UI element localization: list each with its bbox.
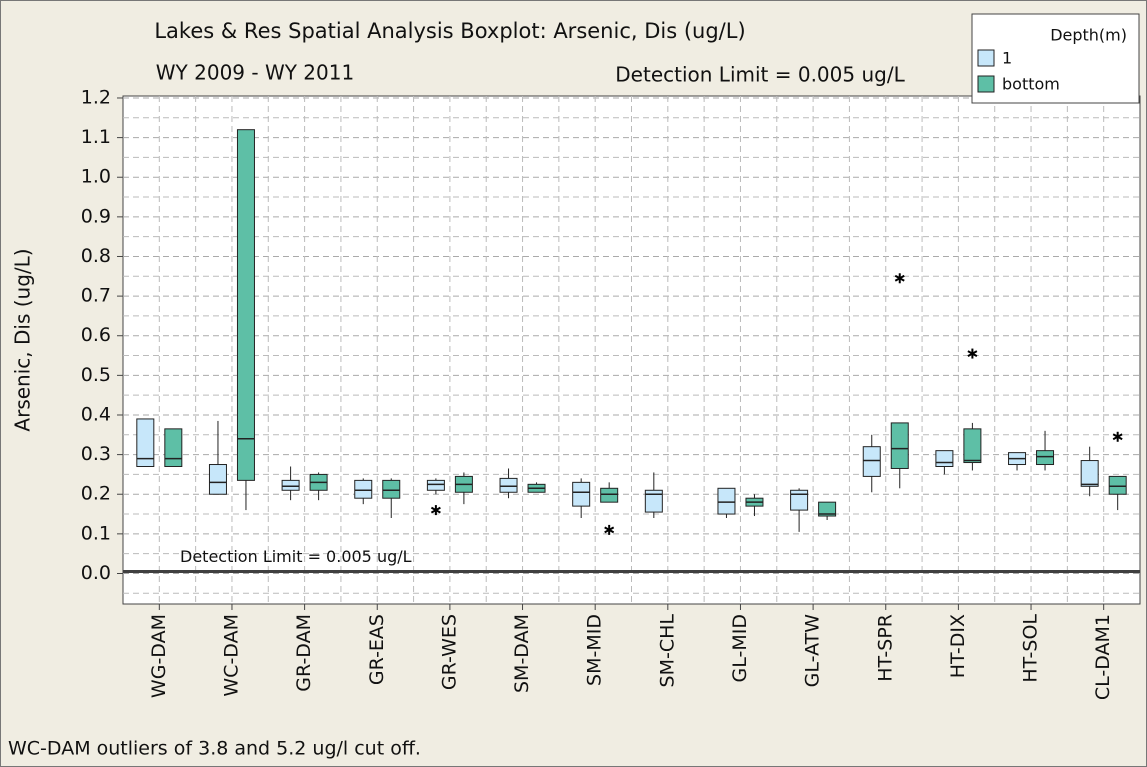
x-tick-label: SM-CHL (656, 614, 678, 688)
legend-label: 1 (1002, 49, 1012, 68)
box (426, 479, 445, 491)
x-tick-label: HT-SOL (1020, 614, 1042, 683)
x-tick-label: WG-DAM (148, 614, 170, 698)
box (890, 422, 909, 469)
box (136, 418, 155, 467)
x-tick-label: WC-DAM (220, 614, 242, 697)
y-tick-label: 1.0 (81, 166, 111, 188)
x-tick-label: GR-WES (438, 614, 460, 690)
x-tick-label: HT-DIX (947, 614, 969, 678)
y-tick-label: 1.2 (81, 86, 111, 108)
box (236, 129, 255, 481)
legend-title: Depth(m) (1050, 26, 1127, 45)
box (717, 487, 736, 515)
y-tick-label: 0.3 (81, 443, 111, 465)
y-axis-label: Arsenic, Dis (ug/L) (11, 248, 35, 431)
outlier-stroke (894, 274, 905, 282)
y-tick-label: 1.1 (81, 126, 111, 148)
legend-box (971, 13, 1140, 104)
outlier (430, 505, 441, 516)
annotation: Detection Limit = 0.005 ug/L (615, 63, 905, 87)
box (818, 501, 837, 517)
box (600, 487, 619, 503)
box (499, 477, 518, 493)
box (572, 481, 591, 507)
legend-swatch (977, 75, 995, 93)
legend-label: bottom (1002, 75, 1060, 94)
y-tick-label: 0.8 (81, 245, 111, 267)
chart-subtitle: WY 2009 - WY 2011 (156, 61, 354, 85)
x-tick-label: SM-DAM (511, 614, 533, 693)
chart-title: Lakes & Res Spatial Analysis Boxplot: Ar… (154, 19, 745, 43)
box (281, 479, 300, 491)
x-tick-label: GL-MID (729, 614, 751, 682)
reference-line-label: Detection Limit = 0.005 ug/L (180, 547, 412, 566)
outlier (1112, 431, 1123, 442)
outlier (604, 524, 615, 535)
x-tick-label: HT-SPR (874, 614, 896, 682)
box (164, 428, 183, 467)
outlier-stroke (1112, 433, 1123, 441)
box (208, 464, 227, 495)
box (354, 479, 373, 499)
outlier-stroke (430, 506, 441, 514)
y-tick-label: 0.2 (81, 483, 111, 505)
box (790, 489, 809, 511)
outlier-stroke (967, 350, 978, 357)
box (935, 450, 954, 467)
x-tick-label: SM-MID (584, 614, 606, 686)
x-tick-label: CL-DAM1 (1092, 614, 1114, 700)
outlier (967, 348, 978, 359)
box (1108, 475, 1127, 495)
y-tick-label: 0.4 (81, 403, 111, 425)
footnote: WC-DAM outliers of 3.8 and 5.2 ug/l cut … (8, 738, 421, 760)
x-tick-label: GL-ATW (802, 614, 824, 688)
box (644, 489, 663, 513)
legend-swatch (977, 49, 995, 67)
outlier-stroke (604, 526, 615, 534)
y-tick-label: 0.9 (81, 205, 111, 227)
y-tick-label: 0.1 (81, 522, 111, 544)
box (1080, 460, 1099, 487)
y-tick-label: 0.5 (81, 364, 111, 386)
y-tick-label: 0.0 (81, 562, 111, 584)
y-tick-label: 0.6 (81, 324, 111, 346)
y-tick-label: 0.7 (81, 285, 111, 307)
box (1036, 450, 1055, 466)
box (862, 446, 881, 477)
outlier (894, 273, 905, 284)
box (382, 479, 401, 499)
box (963, 428, 982, 464)
x-tick-label: GR-DAM (293, 614, 315, 692)
x-tick-label: GR-EAS (366, 614, 388, 685)
